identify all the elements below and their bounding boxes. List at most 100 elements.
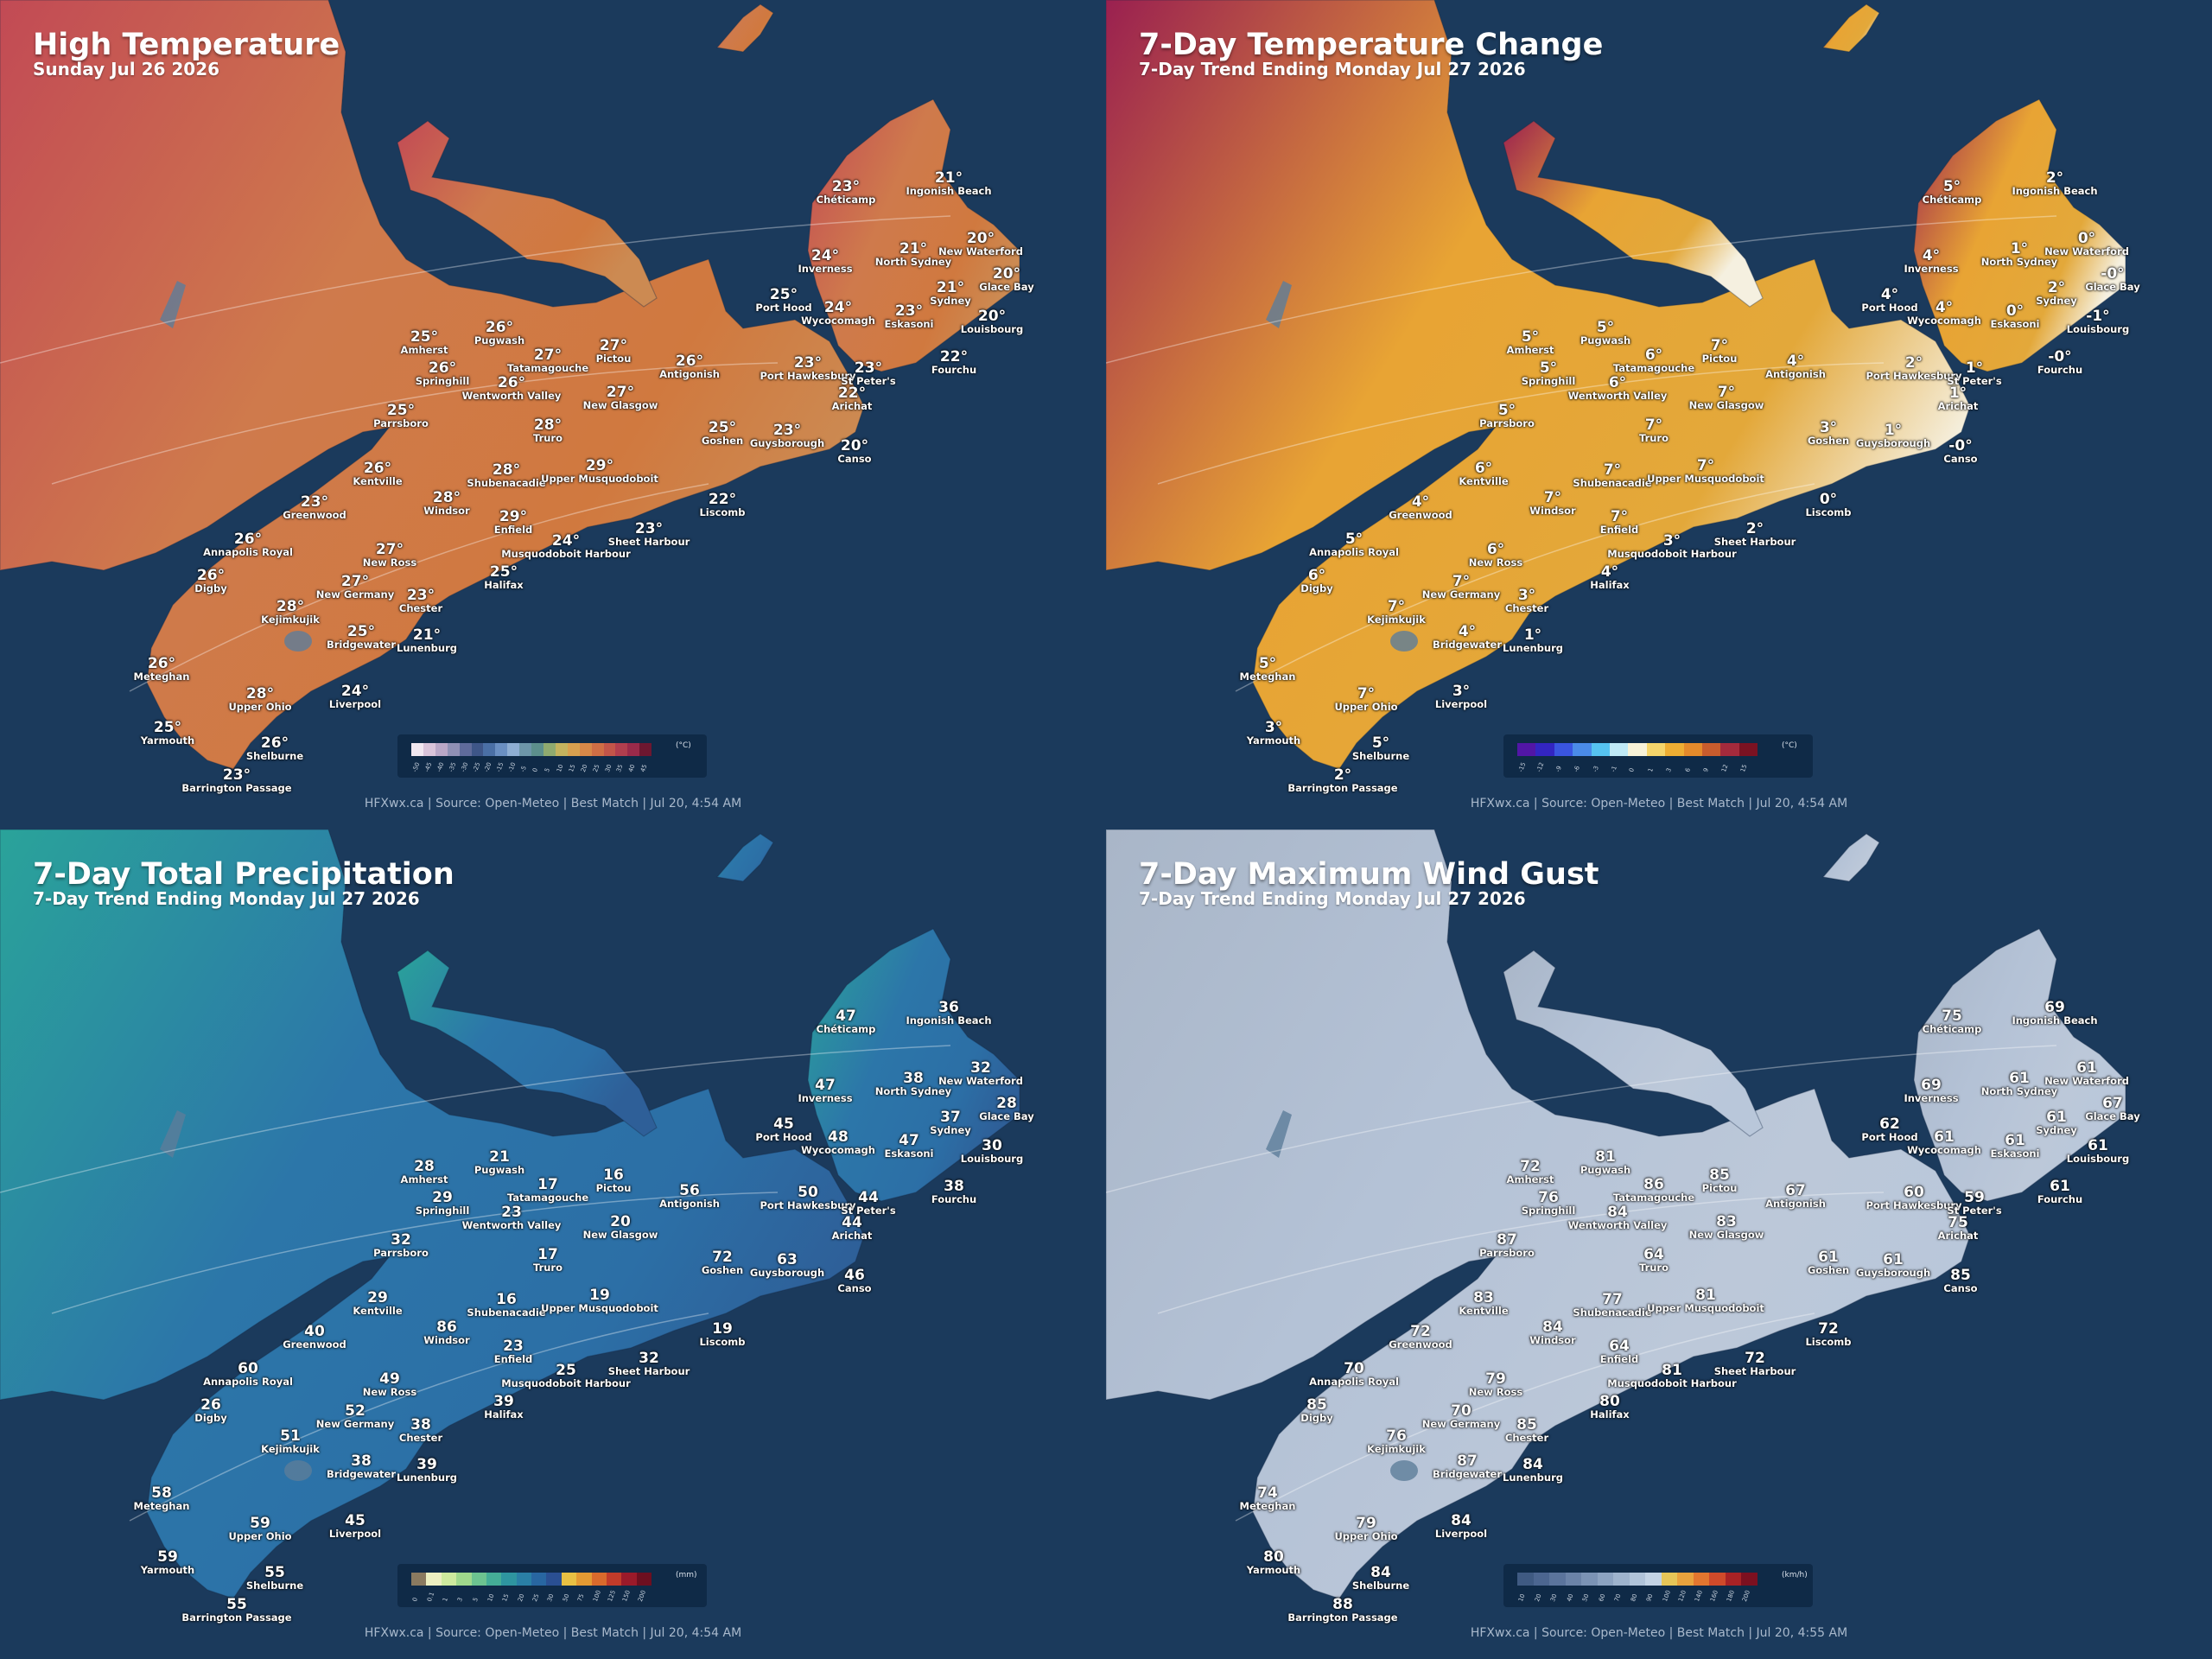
location-name: Arichat bbox=[831, 400, 873, 412]
location-label: 61 Louisbourg bbox=[2067, 1139, 2129, 1165]
location-name: Antigonish bbox=[1765, 368, 1826, 380]
legend-color-bar bbox=[411, 1573, 652, 1586]
location-name: Inverness bbox=[1904, 1092, 1959, 1104]
location-name: Greenwood bbox=[283, 1338, 346, 1351]
legend-tick-label: 30 bbox=[1549, 1592, 1559, 1603]
legend-tick-label: -45 bbox=[423, 761, 434, 773]
location-name: New Waterford bbox=[2044, 245, 2129, 257]
location-name: New Waterford bbox=[938, 245, 1023, 257]
location-label: 2° Ingonish Beach bbox=[2012, 171, 2097, 197]
location-label: 23 Enfield bbox=[494, 1339, 533, 1365]
legend-swatch bbox=[1591, 743, 1610, 756]
location-value: 6° bbox=[1644, 346, 1663, 364]
location-name: Kentville bbox=[1459, 1305, 1509, 1317]
location-value: 5° bbox=[1596, 319, 1615, 336]
location-value: 21° bbox=[936, 279, 965, 296]
legend-tick-label: -20 bbox=[483, 761, 493, 773]
location-name: Fourchu bbox=[2037, 364, 2083, 376]
location-value: 17 bbox=[537, 1246, 558, 1263]
location-label: 26° Springhill bbox=[416, 361, 470, 387]
legend-ticks: 0 0.1 1 3 5 10 15 20 25 30 50 75 100 125 150 200 bbox=[411, 1588, 652, 1607]
location-value: 1° bbox=[1948, 385, 1967, 402]
location-value: 16 bbox=[496, 1291, 517, 1308]
location-value: 3° bbox=[1452, 683, 1471, 700]
location-value: 64 bbox=[1643, 1246, 1664, 1263]
location-value: 26° bbox=[147, 655, 176, 672]
location-name: Upper Musquodoboit bbox=[1647, 473, 1764, 485]
legend-swatch bbox=[1645, 1573, 1662, 1586]
location-name: Bridgewater bbox=[327, 639, 396, 651]
location-value: 69 bbox=[1921, 1077, 1942, 1094]
panel-subtitle: 7-Day Trend Ending Monday Jul 27 2026 bbox=[33, 888, 420, 909]
location-value: 6° bbox=[1486, 541, 1505, 558]
panel-title: 7-Day Total Precipitation bbox=[33, 857, 454, 892]
location-label: 28° Windsor bbox=[423, 491, 469, 517]
location-name: Antigonish bbox=[659, 1198, 720, 1210]
location-value: 0° bbox=[1819, 491, 1838, 508]
location-label: -1° Louisbourg bbox=[2067, 309, 2129, 335]
location-name: Kejimkujik bbox=[261, 613, 320, 626]
location-name: Pugwash bbox=[474, 1164, 525, 1176]
location-value: 28° bbox=[492, 461, 521, 479]
location-value: 25° bbox=[386, 402, 416, 419]
location-label: 70 Annapolis Royal bbox=[1309, 1362, 1399, 1388]
location-name: Shelburne bbox=[1351, 750, 1410, 762]
location-name: Kejimkujik bbox=[1367, 1443, 1426, 1455]
location-label: 7° Upper Musquodoboit bbox=[1647, 459, 1764, 485]
lake bbox=[284, 1460, 312, 1481]
location-label: 80 Halifax bbox=[1590, 1395, 1629, 1421]
location-name: Truro bbox=[1638, 432, 1669, 444]
location-name: New Glasgow bbox=[582, 1229, 658, 1241]
location-label: 75 Arichat bbox=[1938, 1216, 1979, 1242]
contour-line bbox=[0, 215, 951, 364]
location-value: 74 bbox=[1257, 1484, 1278, 1502]
location-name: Port Hood bbox=[755, 1131, 812, 1143]
location-name: St Peter's bbox=[1947, 375, 2002, 387]
location-value: 19 bbox=[712, 1320, 733, 1338]
legend-tick-label: 140 bbox=[1693, 1589, 1704, 1603]
map-canvas bbox=[0, 830, 1020, 1599]
location-label: 5° Annapolis Royal bbox=[1309, 532, 1399, 558]
location-label: 61 Sydney bbox=[2036, 1110, 2077, 1136]
location-label: 58 Meteghan bbox=[134, 1486, 190, 1512]
location-value: 51 bbox=[280, 1427, 301, 1445]
location-name: Ingonish Beach bbox=[2012, 185, 2098, 197]
legend-swatch bbox=[591, 1573, 607, 1586]
legend-swatch bbox=[501, 1573, 517, 1586]
location-label: 25° Parrsboro bbox=[373, 404, 429, 429]
location-label: 64 Enfield bbox=[1600, 1339, 1639, 1365]
lake bbox=[1266, 281, 1292, 328]
location-name: Truro bbox=[532, 432, 563, 444]
location-label: 4° Inverness bbox=[1904, 249, 1958, 275]
lake bbox=[1390, 631, 1418, 652]
location-value: 80 bbox=[1263, 1548, 1284, 1566]
location-value: 23° bbox=[894, 302, 924, 320]
legend-swatch bbox=[606, 1573, 622, 1586]
location-name: Kentville bbox=[353, 1305, 403, 1317]
location-value: 23° bbox=[222, 766, 251, 784]
location-name: Yarmouth bbox=[1246, 1564, 1301, 1576]
location-name: Yarmouth bbox=[140, 734, 195, 747]
location-label: 17 Tatamagouche bbox=[507, 1178, 588, 1204]
legend-tick-label: 25 bbox=[531, 1592, 541, 1603]
legend-swatch bbox=[1693, 1573, 1710, 1586]
location-label: 52 New Germany bbox=[316, 1404, 394, 1430]
location-label: 32 New Waterford bbox=[938, 1061, 1023, 1087]
panel-title: 7-Day Temperature Change bbox=[1139, 28, 1604, 62]
location-label: 77 Shubenacadie bbox=[1573, 1293, 1651, 1319]
location-label: 16 Pictou bbox=[596, 1168, 632, 1194]
contour-line bbox=[1157, 362, 1885, 485]
location-name: New Glasgow bbox=[582, 399, 658, 411]
legend-swatch bbox=[411, 1573, 427, 1586]
legend-tick-label: 0 bbox=[411, 1596, 420, 1603]
location-label: 25° Goshen bbox=[702, 421, 743, 447]
location-value: 75 bbox=[1948, 1214, 1968, 1231]
location-name: Parrsboro bbox=[373, 1247, 429, 1259]
location-value: 44 bbox=[842, 1214, 862, 1231]
legend-color-bar bbox=[1517, 743, 1758, 756]
location-label: 61 Eskasoni bbox=[1991, 1134, 2040, 1160]
location-value: 39 bbox=[493, 1393, 514, 1410]
location-label: 26° Annapolis Royal bbox=[203, 532, 293, 558]
location-name: Antigonish bbox=[659, 368, 720, 380]
location-value: 38 bbox=[351, 1452, 372, 1470]
